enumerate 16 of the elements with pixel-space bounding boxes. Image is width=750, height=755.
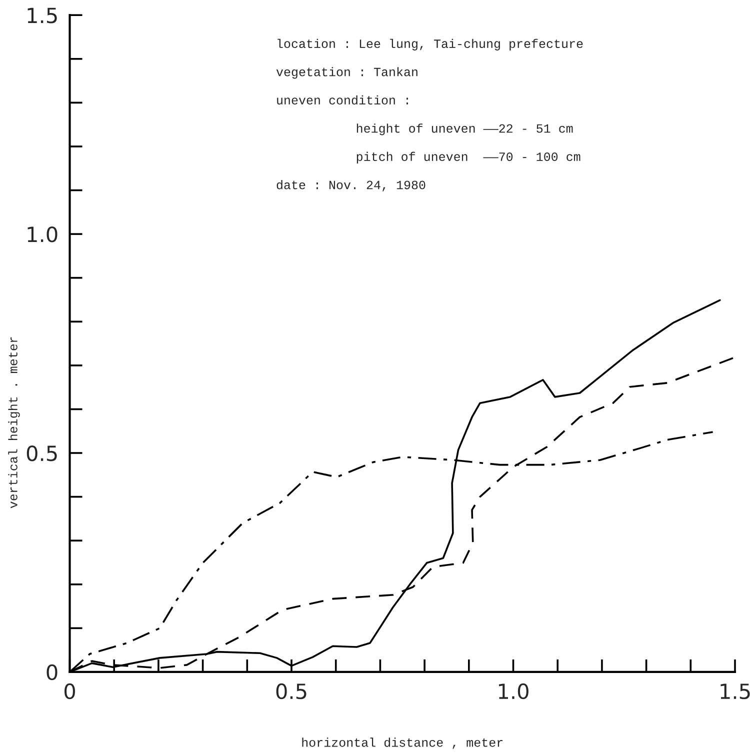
- y-tick-label: 0: [46, 664, 58, 680]
- annotation: vegetation : Tankan: [276, 67, 418, 79]
- x-axis-title: horizontal distance , meter: [302, 738, 503, 749]
- y-tick-label: 1.0: [28, 226, 58, 242]
- y-tick-label: 1.5: [28, 8, 57, 24]
- annotation: pitch of uneven ——70 - 100 cm: [356, 152, 580, 164]
- annotation: location : Lee lung, Tai-chung prefecture: [278, 38, 583, 50]
- x-tick-label: 1.5: [720, 684, 750, 700]
- annotation: date : Nov. 24, 1980: [276, 180, 426, 192]
- y-tick-label: 0.5: [26, 445, 57, 462]
- x-tick-label: 0: [64, 683, 75, 700]
- x-tick-label: 0.5: [276, 683, 306, 700]
- x-tick-label: 1.0: [498, 683, 528, 700]
- y-axis-title: vertical height . meter: [8, 337, 20, 508]
- annotation: uneven condition :: [277, 95, 408, 105]
- annotation: height of uneven ——22 - 51 cm: [356, 124, 573, 136]
